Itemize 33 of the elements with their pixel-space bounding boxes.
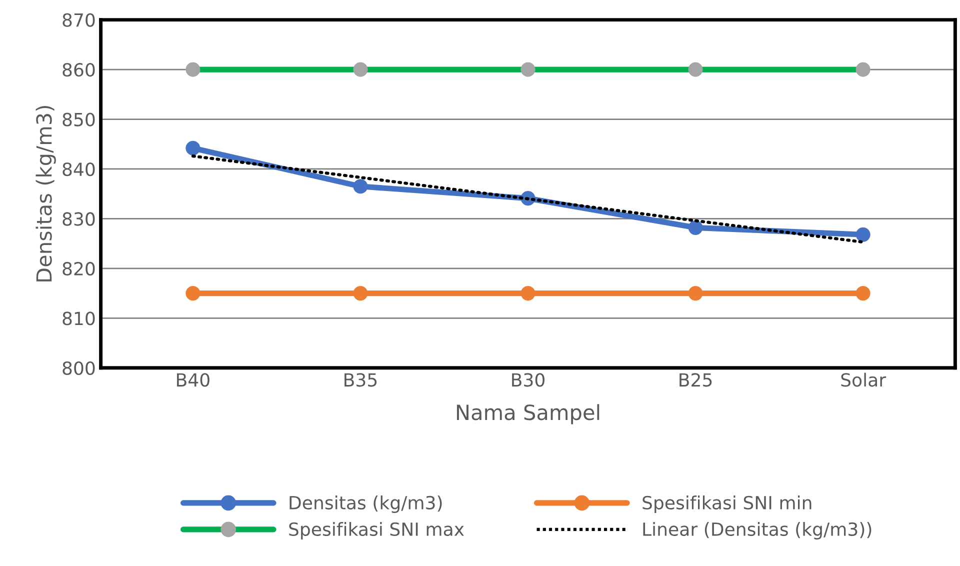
x-axis-title: Nama Sampel [456, 404, 600, 424]
x-tick-label: B35 [344, 373, 377, 387]
y-tick-label: 810 [62, 312, 95, 326]
point [353, 286, 368, 301]
y-tick-label: 860 [62, 62, 95, 77]
point [520, 286, 536, 301]
legend-label: Densitas (kg/m3) [290, 496, 442, 514]
legend-label: Spesifikasi SNI min [642, 496, 812, 514]
point [688, 220, 703, 235]
legend-label: Spesifikasi SNI max [289, 522, 464, 540]
x-tick-label: B40 [177, 373, 210, 387]
y-tick-label: 820 [62, 262, 95, 276]
point [856, 227, 870, 242]
point [688, 286, 703, 301]
point [186, 286, 200, 301]
point [688, 62, 703, 77]
y-tick-label: 870 [62, 13, 95, 27]
x-tick-label: Solar [841, 372, 886, 387]
x-tick-label: B25 [680, 373, 712, 387]
y-tick-label: 830 [62, 212, 95, 226]
y-tick-label: 800 [62, 361, 95, 376]
point [186, 62, 200, 77]
y-tick-label: 840 [62, 162, 95, 176]
point [186, 140, 200, 156]
point [353, 179, 368, 194]
point [856, 286, 870, 301]
point [520, 62, 536, 77]
legend-label: Linear (Densitas (kg/m3)) [643, 522, 872, 540]
x-tick-label: B30 [512, 373, 544, 387]
y-axis-title: Densitas (kg/m3) [36, 106, 56, 282]
y-tick-label: 850 [62, 112, 95, 126]
point [856, 62, 870, 77]
point [353, 62, 368, 77]
